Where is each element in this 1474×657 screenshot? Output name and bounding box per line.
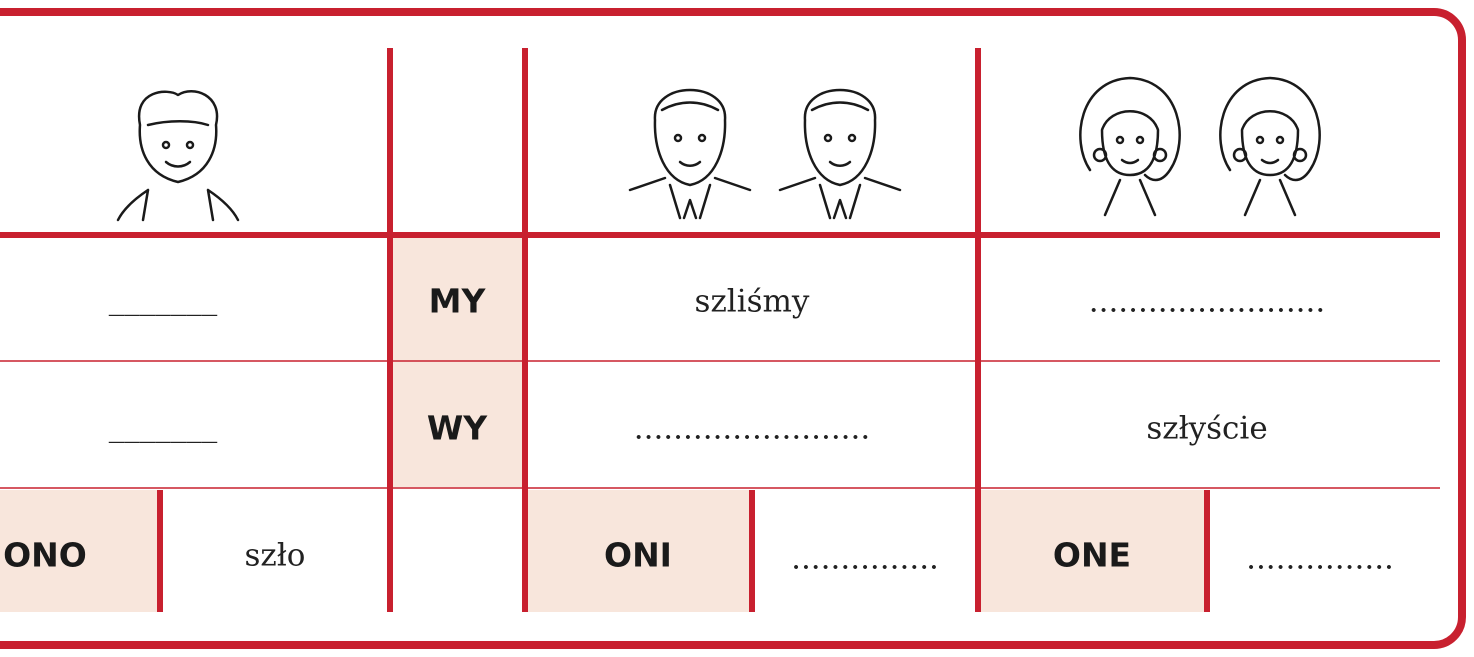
man-icon — [628, 88, 752, 220]
frame — [0, 8, 1466, 649]
pronoun: WY — [427, 409, 488, 448]
verb-form: szliśmy — [695, 284, 810, 320]
woman-icon — [1079, 76, 1181, 217]
pronoun-cell — [981, 490, 1204, 612]
woman-icon — [1219, 76, 1321, 217]
blank: _______ — [109, 408, 218, 444]
pronoun: ONI — [604, 536, 672, 575]
pronoun: ONO — [3, 536, 87, 575]
blank: ........................ — [634, 411, 871, 447]
pronoun-cell — [0, 490, 157, 612]
pink-cells — [0, 238, 1204, 612]
verb-form: szłyście — [1146, 411, 1267, 447]
blank: ............... — [1246, 541, 1394, 577]
pronoun: MY — [429, 282, 487, 321]
pronoun: ONE — [1053, 536, 1131, 575]
man-icon — [778, 88, 902, 220]
pronoun-cell — [528, 490, 749, 612]
blank: ............... — [791, 541, 939, 577]
grid — [0, 48, 1440, 612]
pronoun-cell — [393, 238, 522, 487]
blank: _______ — [109, 281, 218, 317]
child-icon — [116, 90, 240, 222]
verb-form: szło — [245, 538, 306, 574]
blank: ........................ — [1089, 284, 1326, 320]
